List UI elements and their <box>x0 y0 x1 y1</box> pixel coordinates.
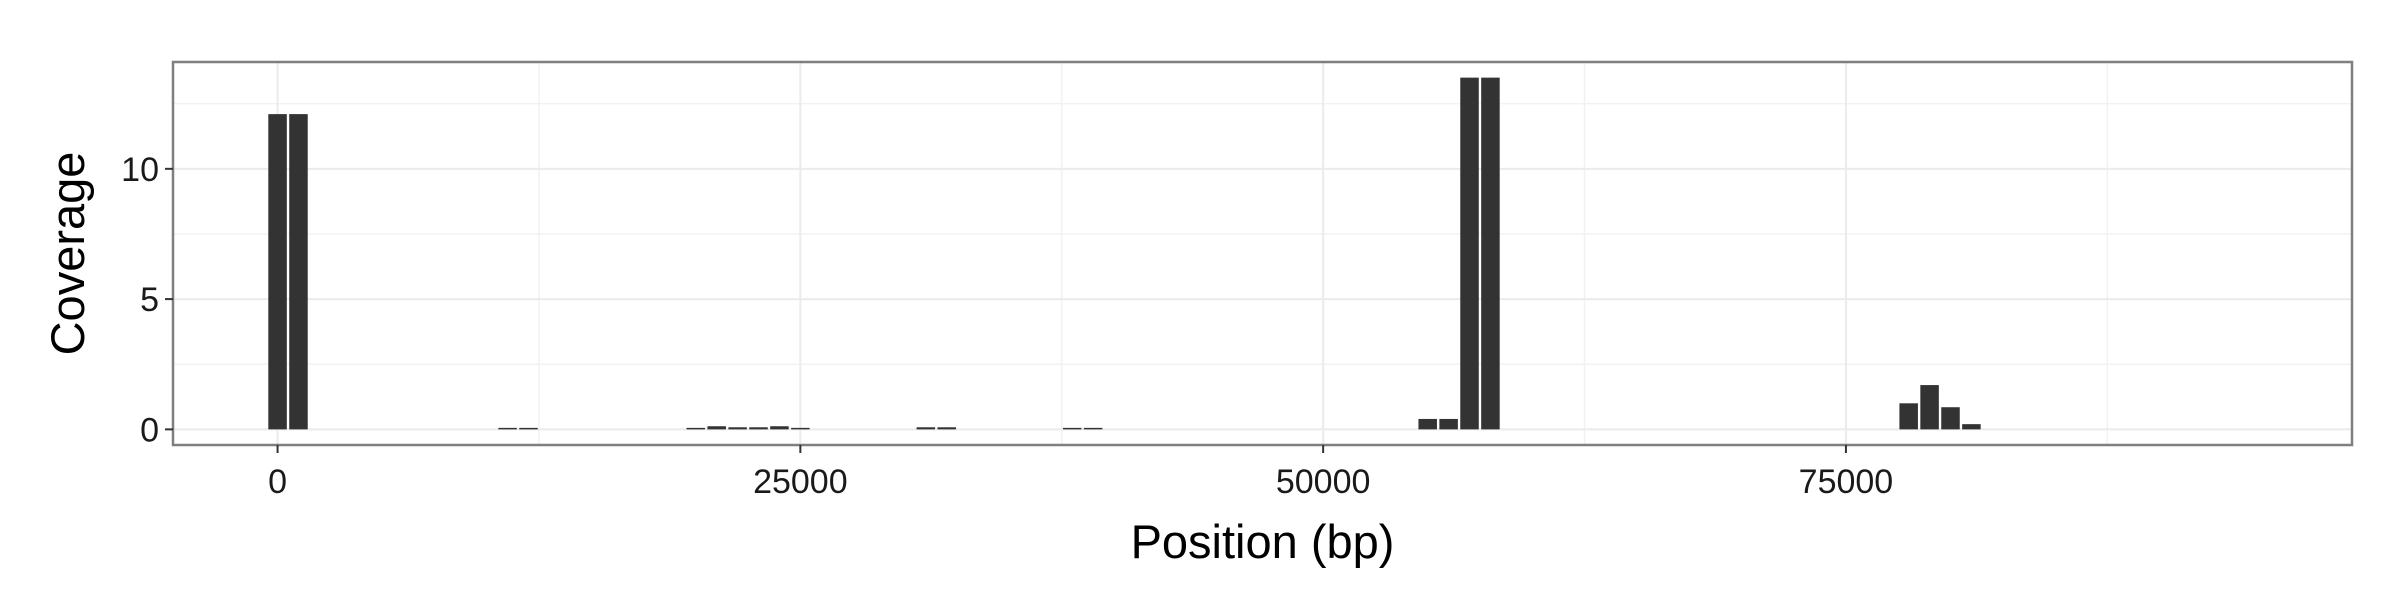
y-tick-label: 10 <box>121 151 159 189</box>
panel-border <box>171 60 2354 447</box>
bar <box>1460 77 1479 430</box>
bar <box>1962 424 1981 430</box>
y-axis-ticks: 0 5 10 <box>121 151 173 449</box>
bar <box>1481 77 1500 430</box>
x-axis-ticks: 0 25000 50000 75000 <box>268 445 1893 501</box>
bar <box>1418 418 1437 430</box>
y-axis-title: Coverage <box>41 152 94 356</box>
bar <box>1941 407 1960 430</box>
bar <box>791 427 810 430</box>
bar <box>728 427 747 430</box>
bar <box>498 427 517 430</box>
bar <box>916 427 936 430</box>
bars <box>268 77 1981 430</box>
x-tick-label: 0 <box>268 463 287 501</box>
bar <box>289 114 308 430</box>
y-tick-label: 5 <box>140 281 159 319</box>
bar <box>1920 385 1939 430</box>
bar <box>1899 403 1918 430</box>
bar <box>1439 418 1458 430</box>
bar <box>268 114 287 430</box>
bar <box>519 427 538 430</box>
bar <box>707 426 726 430</box>
bar <box>937 427 956 430</box>
minor-gridlines <box>173 62 2352 445</box>
x-tick-label: 50000 <box>1276 463 1371 501</box>
x-axis-title: Position (bp) <box>1131 515 1395 568</box>
bar <box>1062 427 1082 430</box>
bar <box>749 427 768 430</box>
bar <box>1083 427 1103 430</box>
y-tick-label: 0 <box>140 411 159 449</box>
x-tick-label: 75000 <box>1799 463 1894 501</box>
bar <box>770 426 789 430</box>
bar <box>686 427 706 430</box>
x-tick-label: 25000 <box>753 463 848 501</box>
